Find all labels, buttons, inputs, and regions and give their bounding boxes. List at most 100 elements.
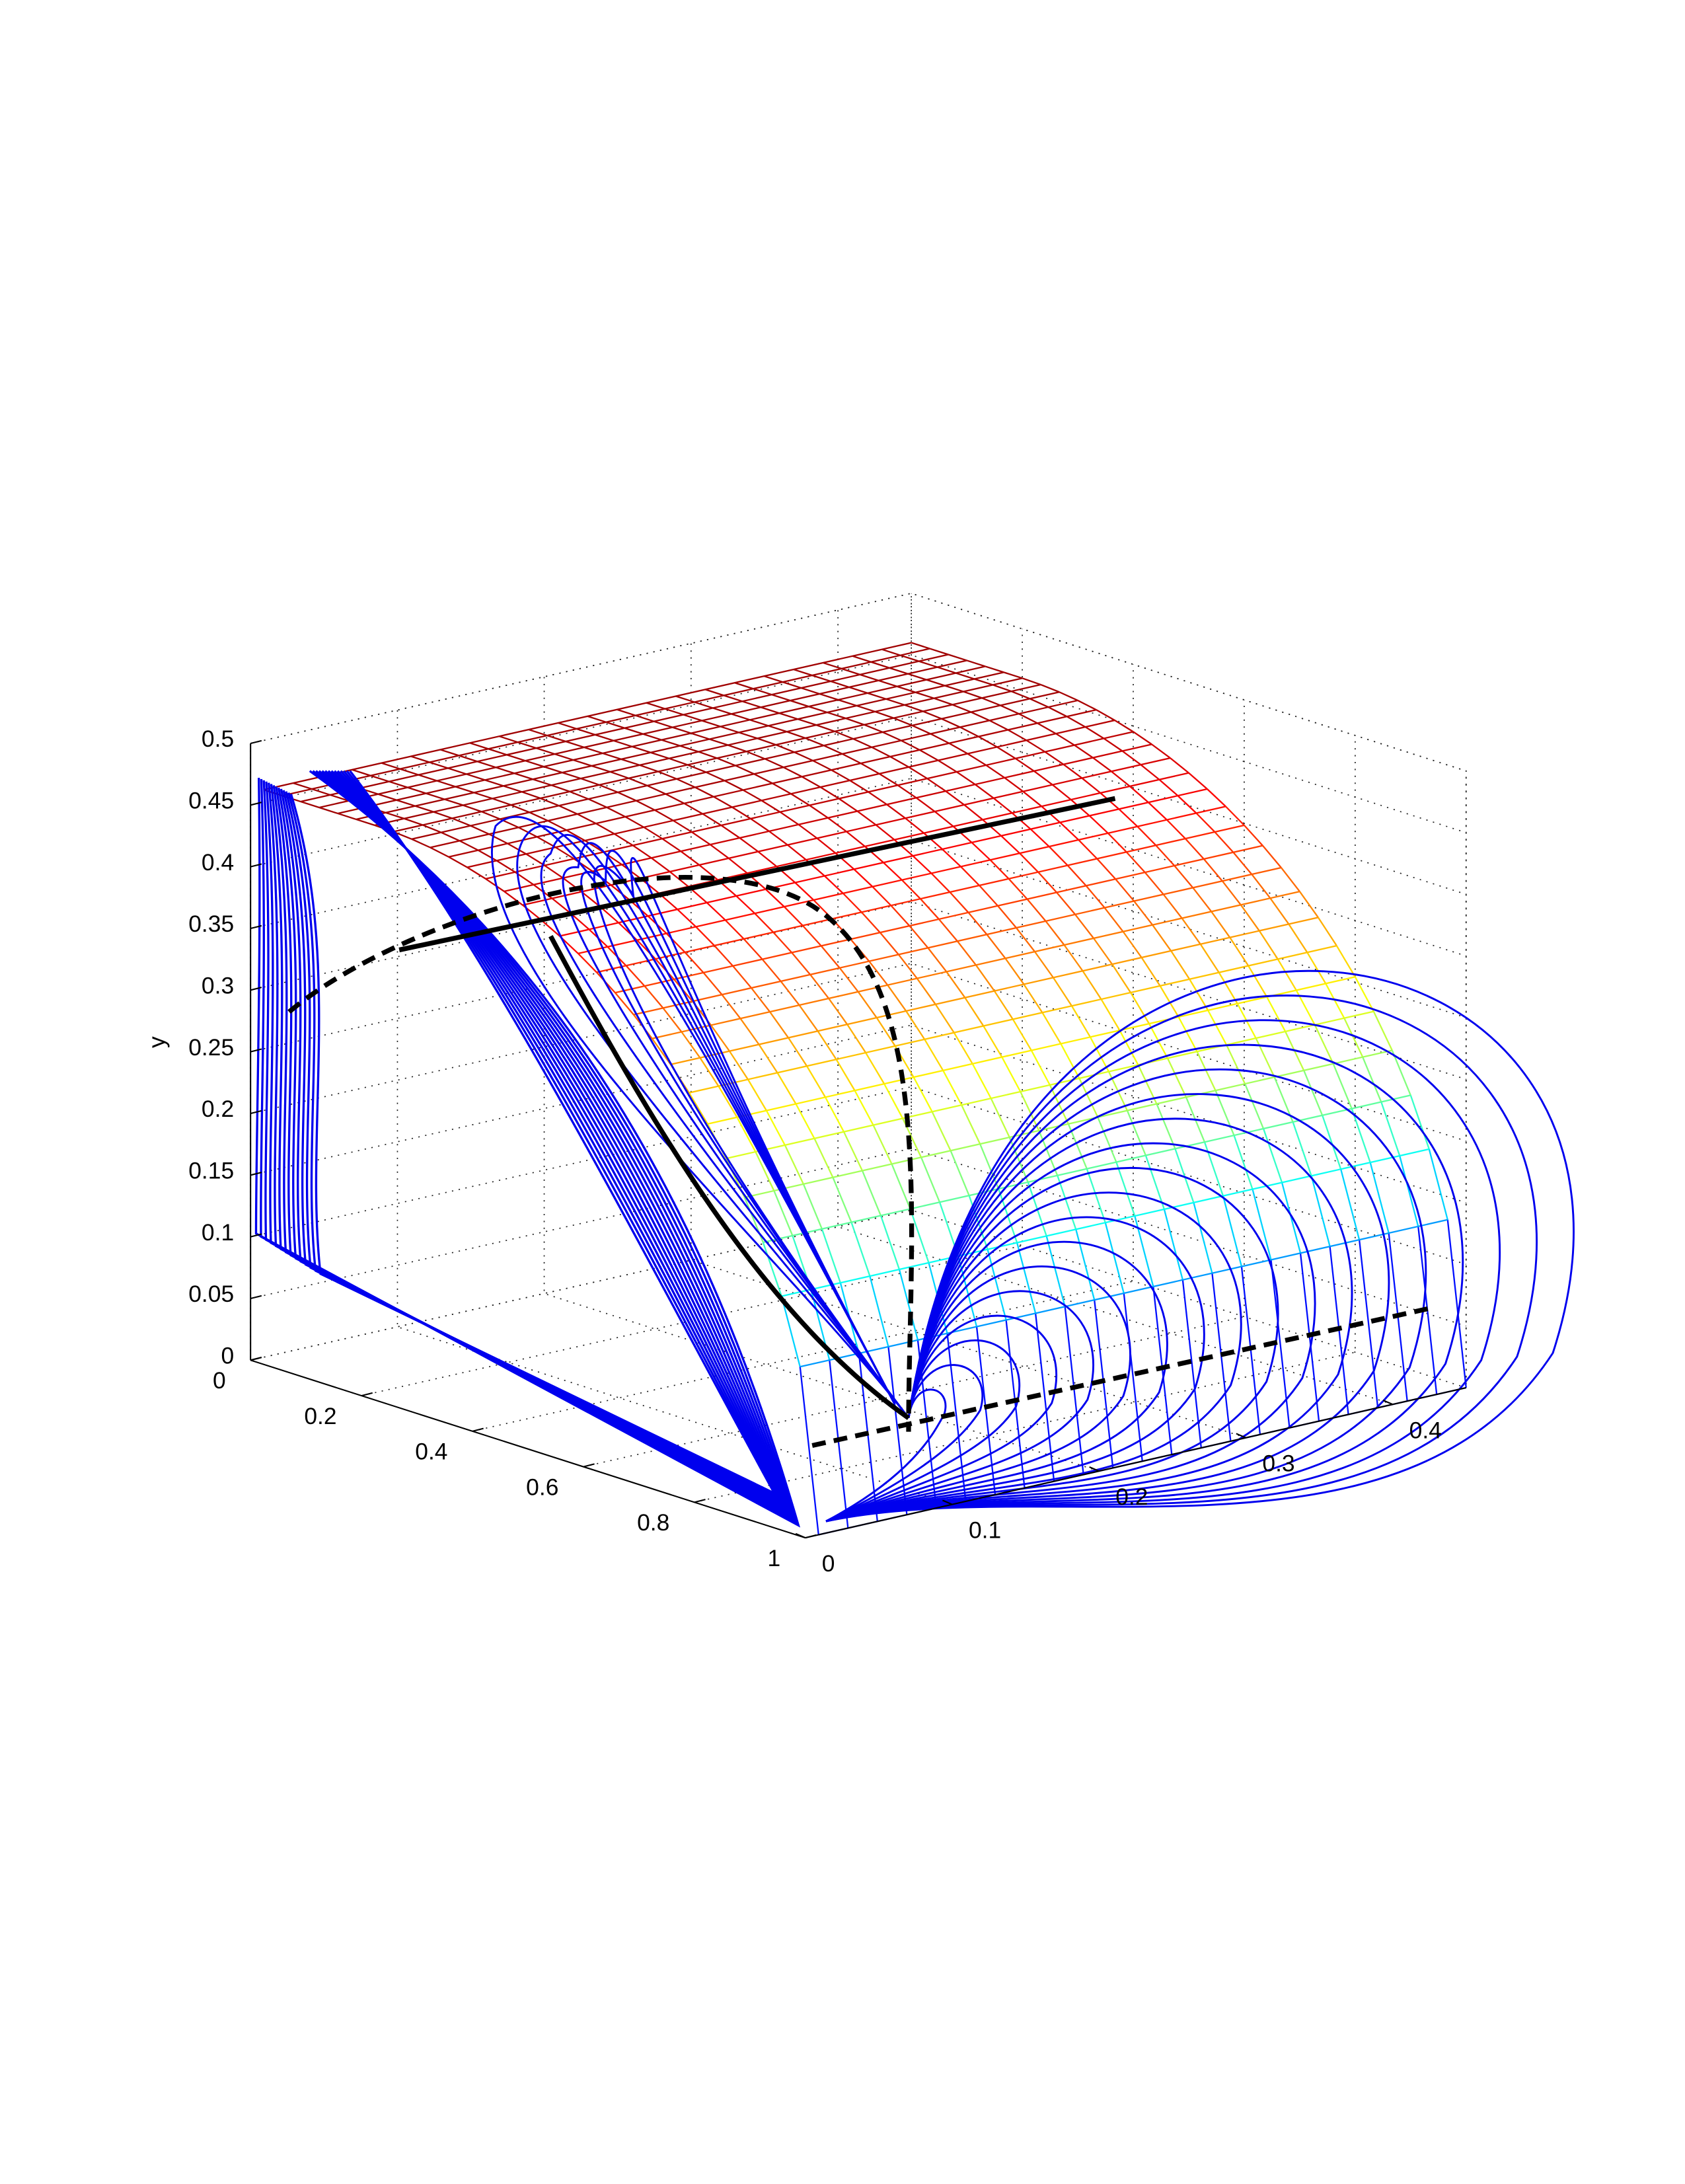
surface-mesh <box>654 809 674 821</box>
surface-mesh <box>469 742 489 750</box>
surface-mesh <box>1111 771 1131 787</box>
y-tick <box>250 802 262 806</box>
x-tick <box>694 1499 706 1503</box>
surface-mesh <box>1022 790 1042 808</box>
surface-mesh <box>942 848 961 868</box>
surface-mesh <box>467 719 1115 868</box>
surface-mesh <box>872 885 892 907</box>
trajectory <box>265 770 795 1521</box>
surface-mesh <box>1163 1209 1183 1281</box>
surface-mesh <box>736 1117 757 1152</box>
grid-line <box>250 654 1467 833</box>
surface-mesh <box>963 691 983 699</box>
surface-mesh <box>979 1143 1000 1189</box>
surface-mesh <box>569 790 589 800</box>
surface-mesh <box>1030 1050 1051 1086</box>
surface-mesh <box>1369 1162 1390 1234</box>
surface-mesh <box>911 642 930 650</box>
surface-mesh <box>617 791 637 802</box>
surface-mesh <box>927 947 948 973</box>
surface-mesh <box>679 745 699 753</box>
surface-mesh <box>1059 691 1078 701</box>
surface-mesh <box>920 1156 941 1203</box>
surface-mesh <box>771 694 791 702</box>
surface-mesh <box>846 1024 867 1053</box>
surface-mesh <box>595 823 615 835</box>
surface-mesh <box>889 755 909 768</box>
surface-mesh <box>839 967 859 993</box>
surface-mesh <box>747 1078 767 1111</box>
surface-mesh <box>558 722 577 730</box>
surface-mesh <box>681 1031 701 1059</box>
surface-mesh <box>1016 1242 1037 1314</box>
trajectory <box>268 770 794 1518</box>
surface-mesh <box>938 919 958 942</box>
surface-mesh <box>990 1098 1010 1138</box>
surface-mesh <box>1170 950 1191 980</box>
surface-mesh <box>808 706 828 714</box>
surface-mesh <box>1446 1219 1467 1388</box>
surface-mesh <box>1015 757 1035 772</box>
surface-mesh <box>827 711 846 720</box>
surface-mesh <box>1340 1168 1361 1240</box>
surface-mesh <box>1056 891 1076 915</box>
surface-mesh <box>1104 907 1124 932</box>
surface-mesh <box>802 924 822 947</box>
surface-mesh <box>986 934 1006 959</box>
surface-mesh <box>731 713 751 721</box>
surface-mesh <box>918 660 938 668</box>
surface-mesh <box>707 976 1356 1125</box>
surface-mesh <box>753 688 772 696</box>
surface-mesh <box>664 708 684 716</box>
surface-mesh <box>485 731 1134 880</box>
surface-mesh <box>1075 1229 1096 1300</box>
surface-mesh <box>617 708 636 716</box>
surface-mesh <box>410 755 430 763</box>
surface-mesh <box>399 768 419 776</box>
y-tick-label: 0.35 <box>188 911 234 937</box>
surface-mesh <box>1097 1117 1117 1163</box>
surface-mesh <box>478 849 498 862</box>
surface-mesh <box>832 1177 852 1223</box>
surface-mesh <box>845 717 865 726</box>
surface-mesh <box>702 972 723 995</box>
surface-mesh <box>878 679 897 687</box>
surface-mesh <box>639 764 659 772</box>
surface-mesh <box>451 817 471 827</box>
y-tick <box>250 1172 262 1176</box>
surface-mesh <box>1118 808 1139 827</box>
surface-mesh <box>944 685 964 693</box>
surface-mesh <box>1181 917 1201 945</box>
surface-mesh <box>971 1063 992 1099</box>
surface-mesh <box>970 711 990 722</box>
y-tick-label: 0 <box>221 1343 234 1369</box>
surface-mesh <box>960 866 980 886</box>
surface-mesh <box>741 700 761 708</box>
surface-mesh <box>952 704 971 713</box>
surface-mesh <box>728 744 747 753</box>
surface-mesh <box>987 1249 1007 1320</box>
surface-mesh <box>923 832 943 850</box>
surface-mesh <box>544 864 564 879</box>
surface-mesh <box>1137 825 1157 847</box>
surface-mesh <box>1016 927 1035 952</box>
surface-mesh <box>389 780 408 788</box>
surface-mesh <box>467 866 486 880</box>
surface-mesh <box>835 1059 856 1091</box>
surface-mesh <box>871 746 891 758</box>
surface-mesh <box>1322 1115 1342 1170</box>
grid-line <box>250 1024 1467 1203</box>
surface-mesh <box>1244 825 1263 847</box>
surface-mesh <box>436 780 456 788</box>
surface-mesh <box>765 758 784 769</box>
trajectory <box>825 995 1538 1523</box>
surface-mesh <box>300 654 949 803</box>
surface-mesh <box>447 767 467 775</box>
surface-mesh <box>1192 887 1213 913</box>
surface-mesh <box>1156 1104 1176 1149</box>
x-tick-label: 0 <box>213 1367 226 1394</box>
surface-mesh <box>620 758 640 766</box>
x-tick <box>805 1534 817 1539</box>
surface-mesh <box>504 890 523 906</box>
surface-mesh <box>801 687 820 695</box>
